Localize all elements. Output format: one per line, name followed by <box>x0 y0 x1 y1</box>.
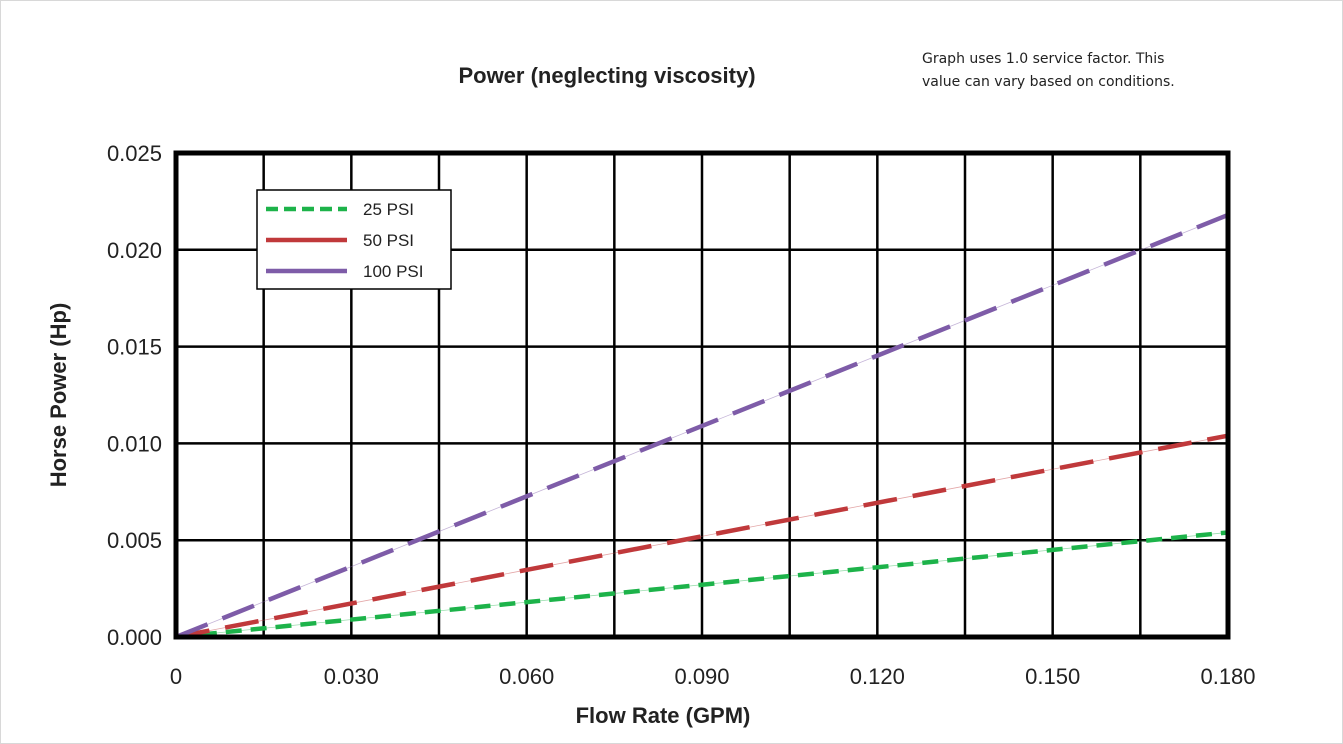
series-lines <box>175 212 1229 640</box>
series-line-100-psi <box>175 212 1229 640</box>
x-tick-label: 0 <box>170 664 182 689</box>
x-tick-label: 0.090 <box>674 664 729 689</box>
chart-note: Graph uses 1.0 service factor. This valu… <box>922 51 1175 90</box>
x-tick-label: 0.150 <box>1025 664 1080 689</box>
x-tick-label: 0.120 <box>850 664 905 689</box>
series-line-50-psi <box>175 433 1229 640</box>
legend-label-25-psi: 25 PSI <box>363 200 414 219</box>
y-tick-label: 0.000 <box>107 625 162 650</box>
series-line-25-psi <box>175 530 1229 640</box>
chart-note-line-1: Graph uses 1.0 service factor. This <box>922 51 1164 67</box>
x-tick-label: 0.030 <box>324 664 379 689</box>
chart-note-line-2: value can vary based on conditions. <box>922 74 1175 90</box>
y-tick-label: 0.025 <box>107 141 162 166</box>
legend: 25 PSI 50 PSI 100 PSI <box>256 189 452 290</box>
x-tick-labels: 0 0.030 0.060 0.090 0.120 0.150 0.180 <box>170 664 1256 689</box>
x-tick-label: 0.060 <box>499 664 554 689</box>
y-tick-labels: 0.000 0.005 0.010 0.015 0.020 0.025 <box>107 141 162 650</box>
y-tick-label: 0.020 <box>107 238 162 263</box>
y-tick-label: 0.010 <box>107 431 162 456</box>
legend-label-100-psi: 100 PSI <box>363 262 424 281</box>
x-axis-label: Flow Rate (GPM) <box>576 703 751 728</box>
legend-entries: 25 PSI 50 PSI 100 PSI <box>266 200 424 281</box>
plot-border <box>173 150 1231 640</box>
legend-label-50-psi: 50 PSI <box>363 231 414 250</box>
y-tick-label: 0.015 <box>107 335 162 360</box>
y-axis-label: Horse Power (Hp) <box>46 303 71 488</box>
chart-title: Power (neglecting viscosity) <box>458 63 755 88</box>
y-tick-label: 0.005 <box>107 528 162 553</box>
x-tick-label: 0.180 <box>1200 664 1255 689</box>
